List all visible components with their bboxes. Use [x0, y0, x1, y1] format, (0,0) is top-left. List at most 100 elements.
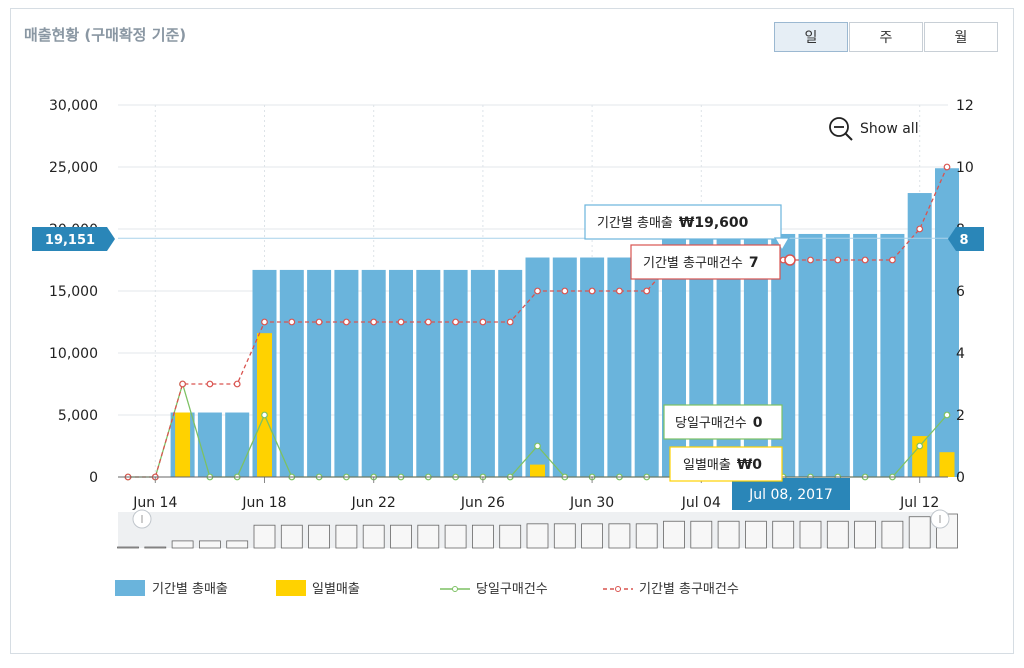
navigator-bar — [417, 524, 440, 549]
total-sales-bar[interactable] — [389, 269, 413, 477]
legend-label: 기간별 총구매건수 — [639, 582, 739, 597]
tooltip-daily-count-value: 0 — [753, 415, 763, 431]
total-sales-bar[interactable] — [443, 269, 468, 477]
y-right-tick-label: 4 — [956, 346, 965, 362]
navigator-bar — [362, 524, 385, 549]
legend-item-daily-count[interactable]: 당일구매건수 — [440, 582, 548, 597]
total-sales-bar[interactable] — [361, 269, 386, 477]
y-right-tick-label: 0 — [956, 470, 965, 486]
total-count-point[interactable] — [534, 287, 541, 295]
daily-sales-bar[interactable] — [939, 452, 955, 477]
daily-count-point[interactable] — [943, 411, 951, 419]
daily-count-point[interactable] — [916, 442, 924, 450]
navigator-bar — [198, 540, 221, 549]
daily-sales-bar[interactable] — [912, 436, 928, 477]
total-count-point[interactable] — [834, 256, 842, 264]
tooltip-daily-count: 당일구매건수 0 — [663, 404, 783, 440]
crosshair-right-value: 8 — [959, 233, 968, 248]
total-sales-bar[interactable] — [798, 233, 823, 477]
total-sales-bar[interactable] — [307, 269, 332, 477]
total-count-point[interactable] — [861, 256, 869, 264]
total-sales-bar[interactable] — [880, 233, 905, 477]
total-count-point[interactable] — [588, 287, 596, 295]
tooltip-total-count-label: 기간별 총구매건수 — [643, 256, 743, 271]
daily-sales-bar[interactable] — [530, 464, 545, 477]
period-day-button[interactable]: 일 — [774, 22, 848, 52]
x-tick-label: Jun 30 — [569, 495, 614, 511]
total-count-point[interactable] — [643, 287, 651, 295]
total-count-point[interactable] — [807, 256, 814, 264]
total-sales-bar[interactable] — [907, 193, 932, 478]
total-sales-bar[interactable] — [416, 269, 441, 477]
total-count-point[interactable] — [261, 318, 268, 326]
total-count-point[interactable] — [889, 256, 896, 264]
total-count-point[interactable] — [233, 380, 241, 388]
navigator-bar — [881, 520, 904, 549]
daily-count-point[interactable] — [534, 442, 541, 450]
total-sales-bar[interactable] — [225, 412, 250, 477]
axes: 05,00010,00015,00020,00025,00030,0000246… — [49, 98, 974, 511]
navigator-bar — [745, 520, 767, 549]
tooltip-total-sales-label: 기간별 총매출 — [597, 216, 673, 231]
navigator-bar — [526, 523, 549, 549]
total-sales-bar[interactable] — [935, 168, 959, 478]
navigator-bar — [144, 546, 167, 549]
total-count-point[interactable] — [206, 380, 214, 388]
total-sales-bar[interactable] — [498, 269, 523, 477]
navigator-bar — [690, 520, 713, 549]
total-sales-bar[interactable] — [197, 412, 222, 477]
y-left-tick-label: 10,000 — [49, 346, 98, 362]
navigator-bar — [117, 546, 139, 549]
navigator-bar — [444, 524, 467, 549]
svg-text:일별매출₩0: 일별매출 ₩0 — [683, 457, 762, 473]
total-count-point[interactable] — [288, 318, 296, 326]
highlight-total-count-point — [784, 254, 796, 266]
period-week-button[interactable]: 주 — [849, 22, 923, 52]
total-count-point[interactable] — [561, 287, 569, 295]
navigator-bar — [280, 524, 303, 549]
total-count-point[interactable] — [506, 318, 514, 326]
total-count-point[interactable] — [452, 318, 460, 326]
overlay: 19,151 8 Jul 08, 2017 Show all 기간별 총매출 ₩1… — [32, 117, 984, 510]
tooltip-total-sales: 기간별 총매출 ₩19,600 — [584, 204, 791, 252]
legend-marker — [452, 586, 458, 592]
navigator-bar — [663, 520, 685, 549]
total-count-point[interactable] — [315, 318, 323, 326]
daily-sales-bar[interactable] — [257, 333, 272, 477]
x-tick-label: Jun 22 — [351, 495, 396, 511]
total-count-point[interactable] — [397, 318, 405, 326]
legend-label: 당일구매건수 — [476, 582, 548, 597]
x-tick-label: Jul 04 — [681, 495, 721, 511]
total-sales-bar[interactable] — [853, 233, 878, 477]
navigator[interactable] — [117, 509, 958, 549]
daily-sales-bar[interactable] — [175, 412, 191, 477]
x-tick-label: Jun 26 — [460, 495, 505, 511]
show-all-button[interactable]: Show all — [829, 117, 919, 141]
total-sales-bar[interactable] — [825, 233, 850, 477]
y-left-tick-label: 30,000 — [49, 98, 98, 114]
total-count-point[interactable] — [370, 318, 378, 326]
y-left-tick-label: 25,000 — [49, 160, 98, 176]
svg-text:기간별 총매출₩19,600: 기간별 총매출 ₩19,600 — [597, 215, 749, 231]
total-sales-bar[interactable] — [334, 269, 359, 477]
period-month-button[interactable]: 월 — [924, 22, 998, 52]
total-count-point[interactable] — [424, 318, 432, 326]
total-count-point[interactable] — [479, 318, 487, 326]
legend-item-daily-sales[interactable]: 일별매출 — [276, 580, 360, 597]
total-count-point[interactable] — [343, 318, 350, 326]
daily-count-point[interactable] — [261, 411, 268, 419]
total-count-point[interactable] — [943, 163, 951, 171]
legend-item-total-count[interactable]: 기간별 총구매건수 — [603, 582, 739, 597]
total-count-point[interactable] — [179, 380, 187, 388]
total-count-point[interactable] — [916, 225, 924, 233]
legend-item-total-sales[interactable]: 기간별 총매출 — [115, 580, 228, 597]
total-count-point[interactable] — [616, 287, 623, 295]
total-sales-bar[interactable] — [279, 269, 304, 477]
crosshair-date-label: Jul 08, 2017 — [748, 487, 833, 503]
legend-label: 기간별 총매출 — [152, 582, 228, 597]
navigator-bar — [799, 520, 822, 549]
total-sales-bar[interactable] — [470, 269, 495, 477]
tooltip-daily-sales-label: 일별매출 — [683, 458, 731, 473]
